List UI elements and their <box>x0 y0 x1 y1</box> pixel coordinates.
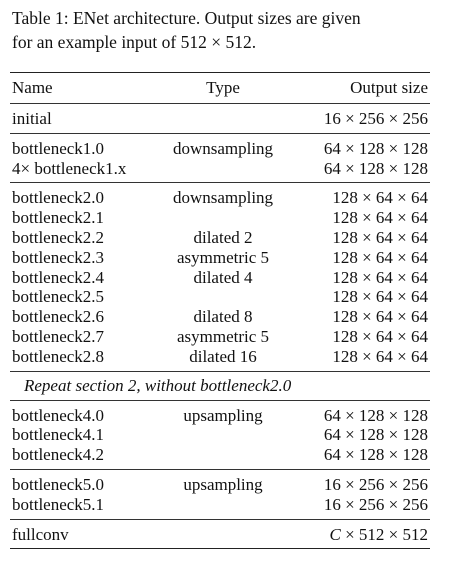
section-rule <box>10 182 430 184</box>
row-type: dilated 4 <box>193 267 253 287</box>
row-output-size: 128 × 64 × 64 <box>332 287 428 307</box>
row-output-size: 64 × 128 × 128 <box>323 405 428 425</box>
row-output-size: 128 × 64 × 64 <box>332 188 428 208</box>
table-row: 4× bottleneck1.x 64 × 128 × 128 <box>10 159 430 179</box>
row-name: initial <box>12 109 52 128</box>
table-row: bottleneck2.1 128 × 64 × 64 <box>10 208 430 228</box>
table-bottom-rule <box>10 548 430 550</box>
row-output-size: 128 × 64 × 64 <box>332 326 428 346</box>
row-type: dilated 8 <box>193 307 253 327</box>
section-rule <box>10 370 430 372</box>
row-output-size: 128 × 64 × 64 <box>332 227 428 247</box>
row-name: bottleneck2.8 <box>12 346 105 366</box>
row-output-size: 16 × 256 × 256 <box>323 494 428 514</box>
row-output-size: 128 × 64 × 64 <box>332 307 428 327</box>
table-row: bottleneck2.4 dilated 4 128 × 64 × 64 <box>10 268 430 288</box>
row-name: bottleneck4.2 <box>12 445 105 465</box>
table-body-before: initial 16 × 256 × 256 bottleneck1.0 downsa… <box>10 103 430 371</box>
table-row: bottleneck2.6 dilated 8 128 × 64 × 64 <box>10 307 430 327</box>
table-row: bottleneck4.0 upsampling 64 × 128 × 128 <box>10 406 430 426</box>
row-name: bottleneck5.0 <box>12 474 105 494</box>
table-row: bottleneck2.5 128 × 64 × 64 <box>10 287 430 307</box>
row-output-size: 128 × 64 × 64 <box>332 208 428 228</box>
table-top-rule <box>10 72 430 73</box>
table-row: initial 16 × 256 × 256 <box>10 109 430 129</box>
row-name: bottleneck2.2 <box>12 227 105 247</box>
row-output-size: 64 × 128 × 128 <box>323 158 428 178</box>
row-name: bottleneck2.3 <box>12 247 105 267</box>
section-rule <box>10 103 430 104</box>
row-output-size: 16 × 256 × 256 <box>323 474 428 494</box>
row-output-size: 128 × 64 × 64 <box>332 267 428 287</box>
caption-line-1: Table 1: ENet architecture. Output sizes… <box>12 8 361 28</box>
header-name: Name <box>12 78 53 97</box>
row-type: asymmetric 5 <box>176 247 270 267</box>
section-rule <box>10 132 430 134</box>
row-type: dilated 16 <box>189 346 257 366</box>
header-size: Output size <box>350 78 428 97</box>
table-row: bottleneck2.0 downsampling 128 × 64 × 64 <box>10 188 430 208</box>
row-name: bottleneck1.0 <box>12 138 105 158</box>
table-body-after: bottleneck4.0 upsampling 64 × 128 × 128 bot… <box>10 399 430 549</box>
table-header-row: Name Type Output size <box>10 73 430 103</box>
row-type: downsampling <box>172 188 274 208</box>
table-row: bottleneck2.2 dilated 2 128 × 64 × 64 <box>10 228 430 248</box>
header-type: Type <box>206 78 240 97</box>
row-output-size: C × 512 × 512 <box>329 524 428 544</box>
row-output-size: 128 × 64 × 64 <box>332 346 428 366</box>
row-output-size: 128 × 64 × 64 <box>332 247 428 267</box>
table-row: bottleneck1.0 downsampling 64 × 128 × 128 <box>10 139 430 159</box>
row-name: bottleneck5.1 <box>12 494 105 514</box>
row-name: bottleneck2.1 <box>12 208 105 228</box>
row-type: downsampling <box>172 138 274 158</box>
table-row: bottleneck2.3 asymmetric 5 128 × 64 × 64 <box>10 248 430 268</box>
row-type: dilated 2 <box>193 227 253 247</box>
row-output-size: 64 × 128 × 128 <box>323 425 428 445</box>
row-name: fullconv <box>12 524 69 544</box>
row-name: bottleneck2.5 <box>12 287 105 307</box>
section-rule <box>10 399 430 401</box>
row-name: bottleneck4.0 <box>12 405 105 425</box>
row-output-size: 16 × 256 × 256 <box>323 109 428 128</box>
row-type: upsampling <box>183 474 263 494</box>
section-rule <box>10 468 430 470</box>
row-name: bottleneck4.1 <box>12 425 105 445</box>
row-output-size: 64 × 128 × 128 <box>323 138 428 158</box>
table-caption: Table 1: ENet architecture. Output sizes… <box>12 6 442 54</box>
table-row: bottleneck2.8 dilated 16 128 × 64 × 64 <box>10 347 430 367</box>
row-name: bottleneck2.7 <box>12 326 105 346</box>
row-name: bottleneck2.4 <box>12 267 105 287</box>
row-type: upsampling <box>183 405 263 425</box>
caption-line-2: for an example input of 512 × 512. <box>12 32 257 52</box>
row-type: asymmetric 5 <box>176 326 270 346</box>
row-name: bottleneck2.6 <box>12 307 105 327</box>
repeat-note: Repeat section 2, without bottleneck2.0 <box>24 375 292 395</box>
architecture-table: Name Type Output size initial 16 × 256 × … <box>10 72 430 550</box>
table-row: bottleneck4.2 64 × 128 × 128 <box>10 445 430 465</box>
section-rule <box>10 518 430 520</box>
table-row: bottleneck2.7 asymmetric 5 128 × 64 × 64 <box>10 327 430 347</box>
table-row: bottleneck4.1 64 × 128 × 128 <box>10 425 430 445</box>
row-output-size: 64 × 128 × 128 <box>323 445 428 465</box>
table-row: bottleneck5.0 upsampling 16 × 256 × 256 <box>10 475 430 495</box>
table-row: bottleneck5.1 16 × 256 × 256 <box>10 495 430 515</box>
row-name: bottleneck2.0 <box>12 188 105 208</box>
row-name: 4× bottleneck1.x <box>12 158 127 178</box>
table-row: fullconv C × 512 × 512 <box>10 525 430 545</box>
